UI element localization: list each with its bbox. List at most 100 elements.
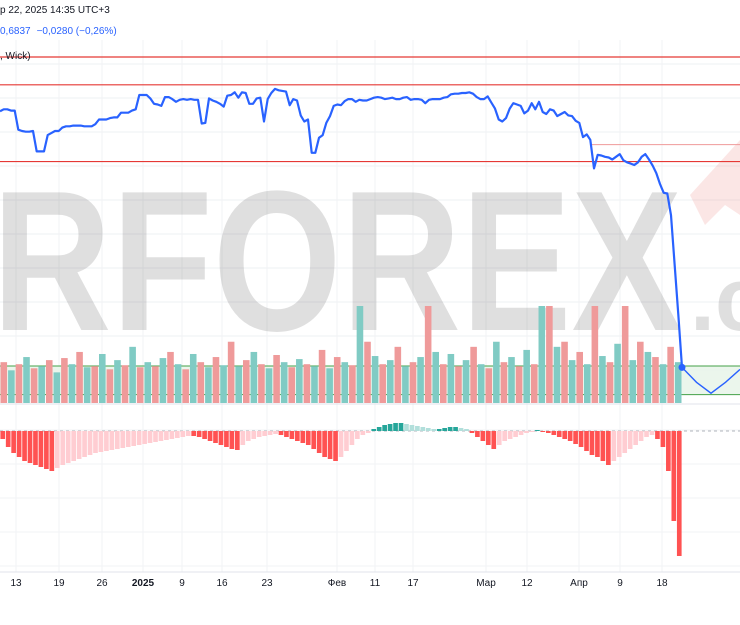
volume-bar [432,351,440,403]
x-tick-label: 2025 [132,578,155,589]
histogram-bar [551,431,557,435]
volume-bar [364,341,371,403]
histogram-bar [305,431,311,445]
volume-bar [409,362,417,403]
volume-bar [144,362,152,403]
histogram-bar [125,431,131,447]
volume-bar [91,366,99,403]
histogram-bar [546,431,551,433]
volume-bar [318,349,326,403]
histogram-bar [180,431,186,437]
histogram-bar [425,428,431,431]
volume-bar [644,351,652,403]
volume-bar [311,366,318,403]
volume-bar [68,364,76,403]
volume-bar [500,362,508,403]
x-tick-label: Апр [570,578,588,589]
histogram-bar [507,431,513,439]
histogram-bar [76,431,82,459]
histogram-bar [120,431,126,448]
volume-bar [250,351,258,403]
histogram-bar [235,431,240,450]
watermark-suffix: .c [690,250,740,350]
histogram-bar [518,431,524,435]
volume-bar [197,362,205,403]
header-datetime: р 22, 2025 14:35 UTC+3 [0,5,110,16]
watermark: RFOREX .c [0,140,740,373]
volume-bar [38,366,45,403]
histogram-bars [0,423,682,556]
histogram-bar [131,431,136,446]
histogram-bar [49,431,55,471]
histogram-bar [240,431,246,445]
histogram-bar [480,431,486,441]
watermark-text: RFOREX [0,150,682,373]
histogram-bar [491,431,497,449]
volume-bar [235,366,242,403]
histogram-bar [469,431,475,433]
volume-bar [561,341,568,403]
histogram-bar [671,431,677,521]
x-tick-label: 11 [370,578,381,589]
volume-bar [8,370,15,403]
histogram-bar [529,431,535,432]
histogram-bar [458,428,464,431]
histogram-bar [295,431,300,441]
volume-bar [553,346,561,403]
volume-bar [174,364,182,403]
volume-bar [440,364,447,403]
volume-bar [265,368,273,403]
histogram-bar [71,431,76,461]
histogram-bar [365,431,371,433]
histogram-bar [185,431,191,436]
histogram-bar [27,431,33,463]
price-line [0,87,684,368]
histogram-bar [65,431,71,463]
histogram-bar [251,431,257,439]
histogram-bar [316,431,322,453]
histogram-bar [344,431,349,451]
histogram-bar [213,431,218,443]
histogram-bar [22,431,27,461]
histogram-bar [502,431,508,441]
histogram-bar [676,431,682,556]
volume-bar [99,353,106,403]
histogram-bar [289,431,295,439]
histogram-bar [196,431,202,437]
volume-bar [333,357,341,403]
histogram-bar [16,431,22,457]
histogram-bar [98,431,104,452]
volume-bar [530,364,538,403]
volume-bar [136,367,144,403]
volume-bar [106,369,114,403]
histogram-bar [0,431,6,439]
volume-bar [152,366,159,403]
volume-bar [30,368,38,403]
histogram-bar [524,431,529,433]
histogram-bar [11,431,16,453]
histogram-bar [278,431,284,435]
volume-bar [205,367,212,403]
histogram-bar [371,429,377,431]
histogram-bar [496,431,502,445]
volume-bar [121,365,129,403]
histogram-bar [104,431,109,451]
volume-bar [424,306,432,403]
volume-bar [326,368,333,403]
volume-bar [0,362,8,403]
histogram-bar [60,431,66,465]
histogram-bar [431,429,437,431]
histogram-bar [666,431,671,471]
volume-bar [477,364,485,403]
histogram-bar [616,431,622,457]
volume-bar [189,353,197,403]
volume-bar [83,367,91,403]
histogram-bar [578,431,584,447]
histogram-bar [376,427,382,431]
histogram-bar [267,431,273,435]
volume-bar [341,362,349,403]
price-line-group [0,87,740,395]
histogram-bar [38,431,44,467]
volume-bar [462,360,470,403]
